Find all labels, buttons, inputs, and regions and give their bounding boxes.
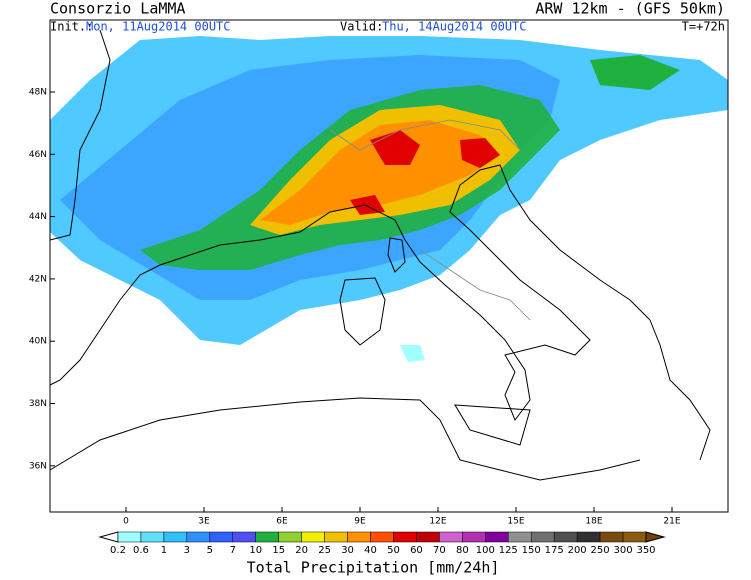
colorbar-label: 7	[230, 545, 236, 556]
header-right: ARW 12km - (GFS 50km)	[535, 0, 725, 18]
colorbar-label: 300	[613, 545, 632, 556]
colorbar-box	[278, 531, 302, 543]
lat-label: 42N	[29, 274, 47, 284]
colorbar-label: 70	[433, 545, 446, 556]
coastlines	[49, 29, 711, 481]
colorbar-label: 150	[522, 545, 541, 556]
precip-field	[50, 36, 728, 362]
colorbar-box	[232, 531, 256, 543]
lon-label: 0	[123, 517, 129, 527]
lat-label: 40N	[29, 337, 47, 347]
lat-label: 46N	[29, 150, 47, 160]
colorbar-label: 30	[341, 545, 354, 556]
borders	[329, 119, 531, 321]
lon-label: 21E	[663, 517, 680, 527]
colorbar-box	[439, 531, 463, 543]
map-frame	[49, 19, 729, 513]
colorbar-box	[255, 531, 279, 543]
lon-label: 12E	[429, 517, 446, 527]
colorbar-box	[140, 531, 165, 543]
colorbar-box	[347, 531, 371, 543]
colorbar-under	[98, 531, 119, 543]
init-label: Init.:	[50, 20, 93, 34]
colorbar-box	[324, 531, 348, 543]
colorbar-box	[416, 531, 440, 543]
colorbar-label: 50	[387, 545, 400, 556]
colorbar-box	[508, 531, 532, 543]
colorbar-over	[645, 531, 666, 543]
lat-label: 36N	[29, 461, 47, 471]
header-left: Consorzio LaMMA	[50, 0, 185, 18]
colorbar-title: Total Precipitation [mm/24h]	[247, 559, 500, 577]
lon-label: 15E	[507, 517, 524, 527]
lat-label: 44N	[29, 212, 47, 222]
lon-label: 9E	[354, 517, 366, 527]
colorbar-box	[186, 531, 211, 543]
colorbar-label: 0.2	[110, 545, 126, 556]
lon-label: 18E	[585, 517, 602, 527]
colorbar-box	[117, 531, 142, 543]
colorbar-label: 0.6	[133, 545, 149, 556]
colorbar-label: 100	[476, 545, 495, 556]
colorbar-box	[370, 531, 394, 543]
valid-label: Valid:	[340, 20, 383, 34]
colorbar-label: 20	[295, 545, 308, 556]
colorbar-box	[209, 531, 234, 543]
colorbar-box	[393, 531, 417, 543]
colorbar-label: 3	[184, 545, 190, 556]
colorbar-box	[485, 531, 509, 543]
lead-time: T=+72h	[682, 20, 725, 34]
colorbar-label: 1	[161, 545, 167, 556]
colorbar-label: 250	[591, 545, 610, 556]
valid-time: Thu, 14Aug2014 00UTC	[382, 20, 527, 34]
colorbar-box	[163, 531, 188, 543]
colorbar-label: 10	[249, 545, 262, 556]
colorbar-label: 350	[636, 545, 655, 556]
colorbar-box	[301, 531, 325, 543]
colorbar-label: 40	[364, 545, 377, 556]
lat-label: 48N	[29, 88, 47, 98]
lon-label: 6E	[276, 517, 288, 527]
colorbar-label: 15	[272, 545, 285, 556]
colorbar-label: 5	[207, 545, 213, 556]
colorbar-box	[599, 531, 624, 543]
lat-label: 38N	[29, 399, 47, 409]
colorbar-label: 200	[568, 545, 587, 556]
colorbar-box	[530, 531, 555, 543]
lon-label: 3E	[198, 517, 210, 527]
colorbar-label: 125	[499, 545, 518, 556]
init-time: Mon, 11Aug2014 00UTC	[86, 20, 231, 34]
colorbar-box	[622, 531, 647, 543]
colorbar-label: 80	[456, 545, 469, 556]
colorbar-box	[576, 531, 601, 543]
colorbar-label: 175	[545, 545, 564, 556]
colorbar-box	[462, 531, 486, 543]
colorbar-box	[553, 531, 578, 543]
colorbar-label: 60	[410, 545, 423, 556]
colorbar-label: 25	[318, 545, 331, 556]
